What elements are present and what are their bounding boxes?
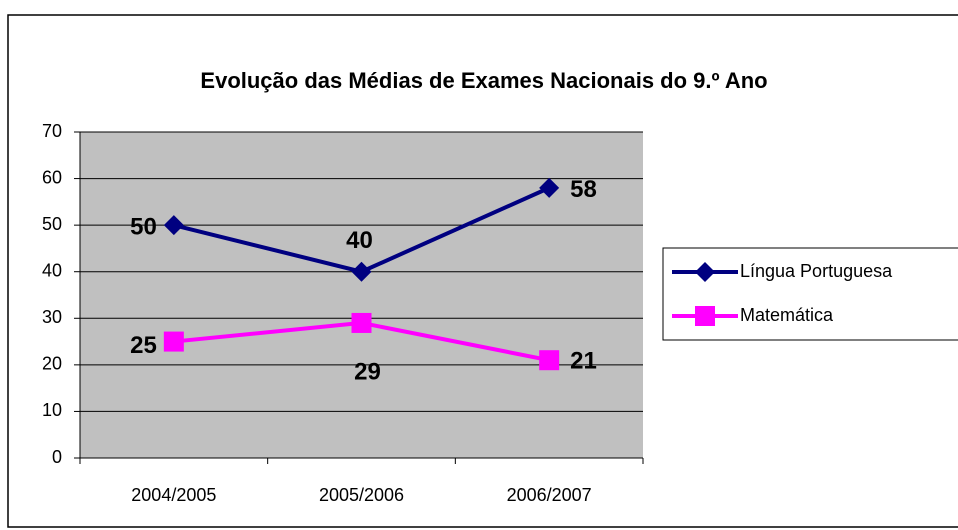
marker — [695, 262, 715, 282]
marker — [695, 306, 715, 326]
x-tick-label: 2005/2006 — [319, 485, 404, 505]
data-label: 29 — [354, 358, 381, 385]
y-tick-label: 70 — [42, 121, 62, 141]
x-tick-label: 2006/2007 — [507, 485, 592, 505]
data-label: 58 — [570, 176, 597, 203]
chart-title: Evolução das Médias de Exames Nacionais … — [200, 68, 767, 93]
marker — [539, 177, 560, 198]
y-tick-label: 40 — [42, 260, 62, 280]
data-label: 21 — [570, 348, 597, 375]
y-tick-label: 0 — [52, 447, 62, 467]
data-label: 50 — [130, 213, 157, 240]
y-tick-label: 30 — [42, 307, 62, 327]
legend-label: Matemática — [740, 305, 834, 325]
y-tick-label: 20 — [42, 354, 62, 374]
marker — [163, 215, 184, 236]
plot-area — [80, 132, 643, 458]
y-tick-label: 60 — [42, 167, 62, 187]
marker — [351, 312, 372, 333]
data-label: 25 — [130, 332, 157, 359]
marker — [351, 261, 372, 282]
legend-label: Língua Portuguesa — [740, 261, 893, 281]
marker — [163, 331, 184, 352]
data-label: 40 — [346, 227, 373, 254]
y-tick-label: 50 — [42, 214, 62, 234]
marker — [539, 350, 560, 371]
y-tick-label: 10 — [42, 400, 62, 420]
x-tick-label: 2004/2005 — [131, 485, 216, 505]
